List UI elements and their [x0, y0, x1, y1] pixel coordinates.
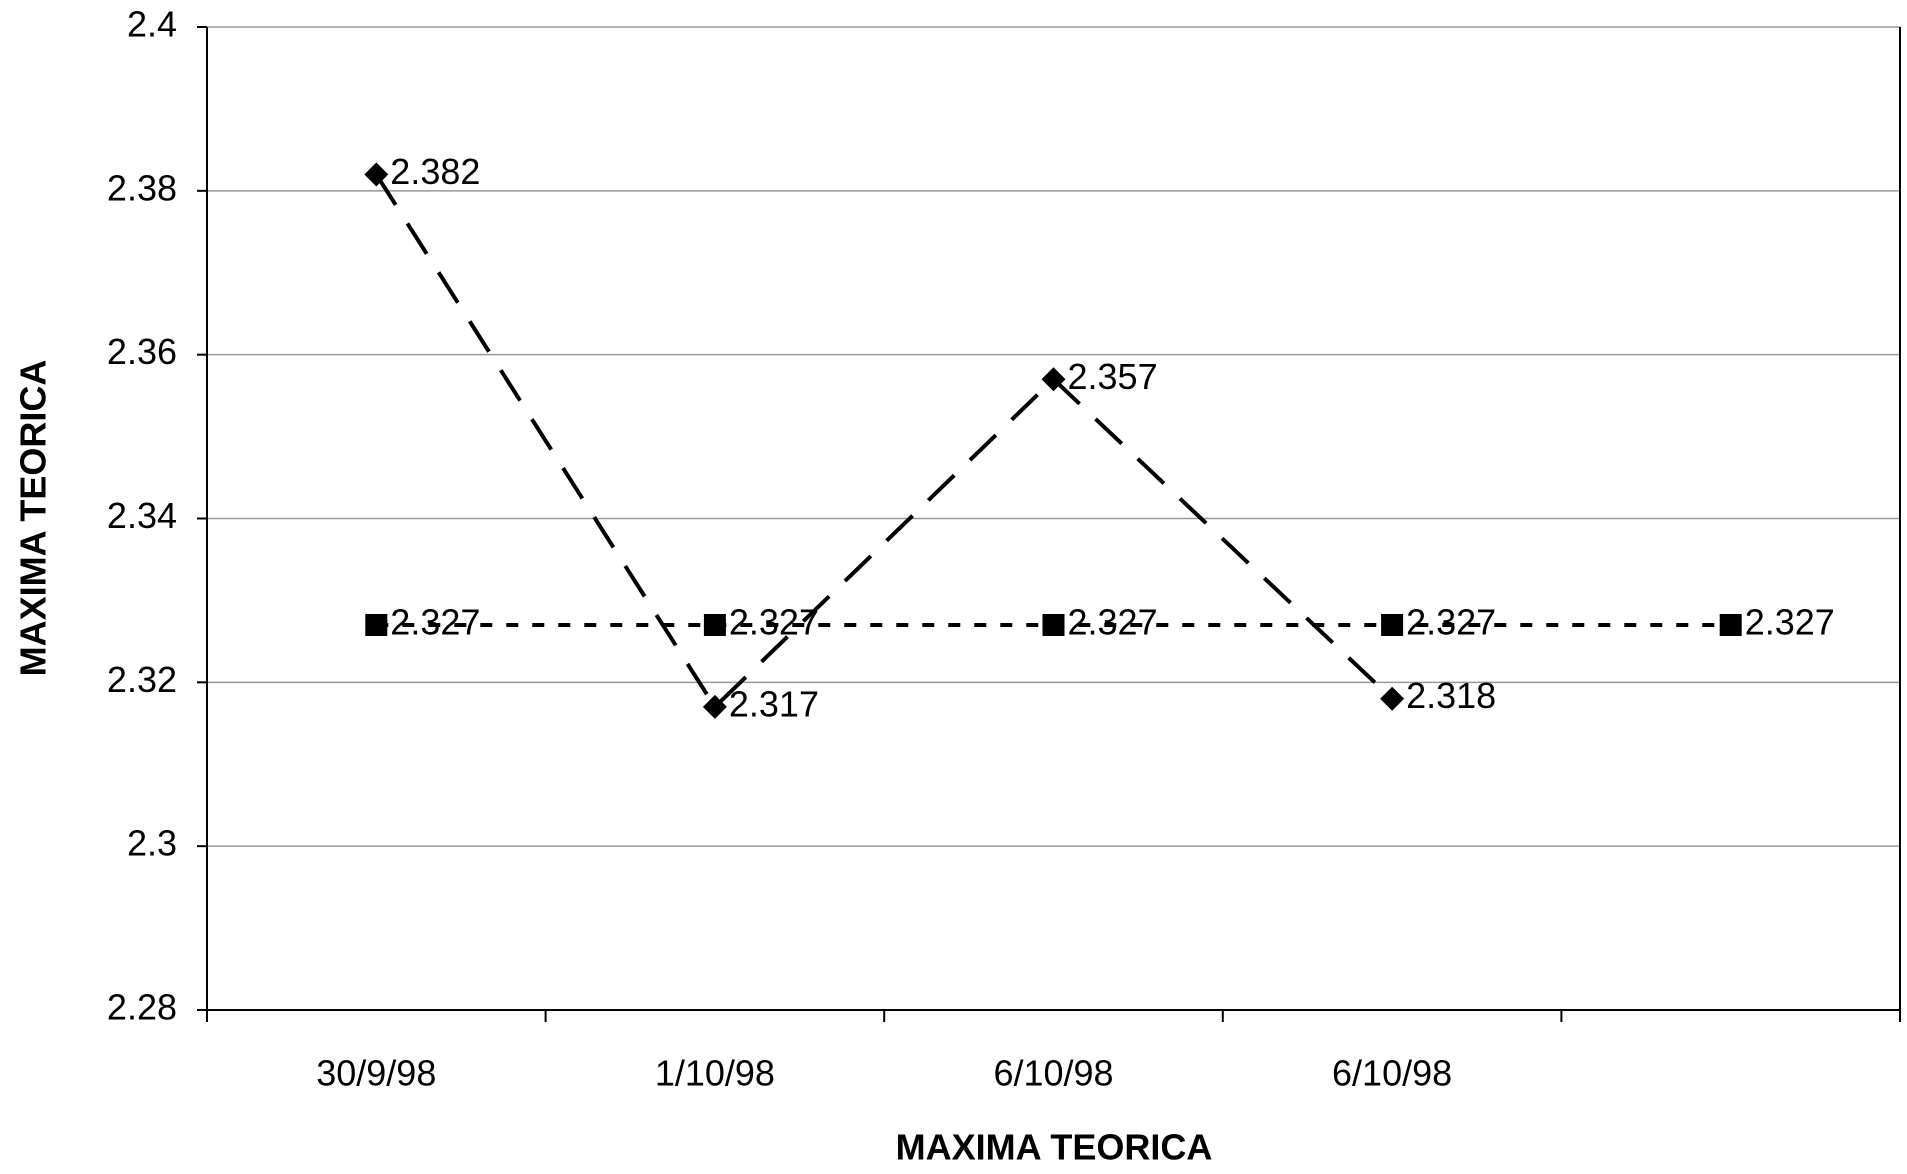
- y-tick-label: 2.38: [107, 167, 177, 208]
- data-label: 2.317: [729, 683, 819, 724]
- data-label: 2.327: [1068, 602, 1158, 643]
- x-tick-label: 30/9/98: [316, 1053, 436, 1094]
- marker: [364, 162, 389, 187]
- y-tick-label: 2.3: [127, 823, 177, 864]
- marker: [365, 613, 388, 636]
- y-tick-label: 2.4: [127, 4, 177, 45]
- marker: [1041, 367, 1066, 392]
- y-tick-label: 2.36: [107, 331, 177, 372]
- marker: [1380, 686, 1405, 711]
- y-tick-label: 2.28: [107, 987, 177, 1028]
- y-axis-title: MAXIMA TEORICA: [13, 360, 54, 677]
- y-tick-label: 2.34: [107, 495, 177, 536]
- series-line: [374, 173, 1394, 711]
- x-tick-label: 1/10/98: [655, 1053, 775, 1094]
- data-label: 2.327: [390, 602, 480, 643]
- y-tick-label: 2.32: [107, 659, 177, 700]
- data-label: 2.327: [729, 602, 819, 643]
- data-label: 2.327: [1406, 602, 1496, 643]
- x-axis-title: MAXIMA TEORICA: [896, 1127, 1213, 1168]
- data-label: 2.357: [1068, 356, 1158, 397]
- marker: [1042, 613, 1065, 636]
- data-label: 2.318: [1406, 675, 1496, 716]
- marker: [1719, 613, 1742, 636]
- marker: [703, 613, 726, 636]
- x-tick-label: 6/10/98: [1332, 1053, 1452, 1094]
- marker: [702, 694, 727, 719]
- marker: [1381, 613, 1404, 636]
- data-label: 2.382: [390, 151, 480, 192]
- data-label: 2.327: [1745, 602, 1835, 643]
- x-tick-label: 6/10/98: [993, 1053, 1113, 1094]
